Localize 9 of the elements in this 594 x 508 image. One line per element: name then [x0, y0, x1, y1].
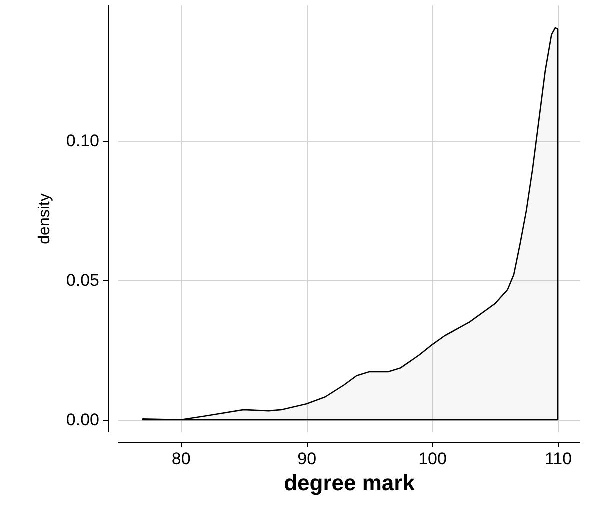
x-tick-label: 90 [298, 450, 317, 468]
y-axis-title: density [36, 194, 54, 244]
x-tick-label: 110 [544, 450, 572, 468]
y-tick-label: 0.00 [66, 410, 100, 430]
x-axis-title: degree mark [284, 470, 416, 496]
x-tick-label: 100 [418, 450, 447, 468]
x-tick-label: 80 [172, 450, 191, 468]
y-tick-label: 0.05 [66, 270, 100, 290]
y-tick-label: 0.10 [66, 131, 100, 150]
